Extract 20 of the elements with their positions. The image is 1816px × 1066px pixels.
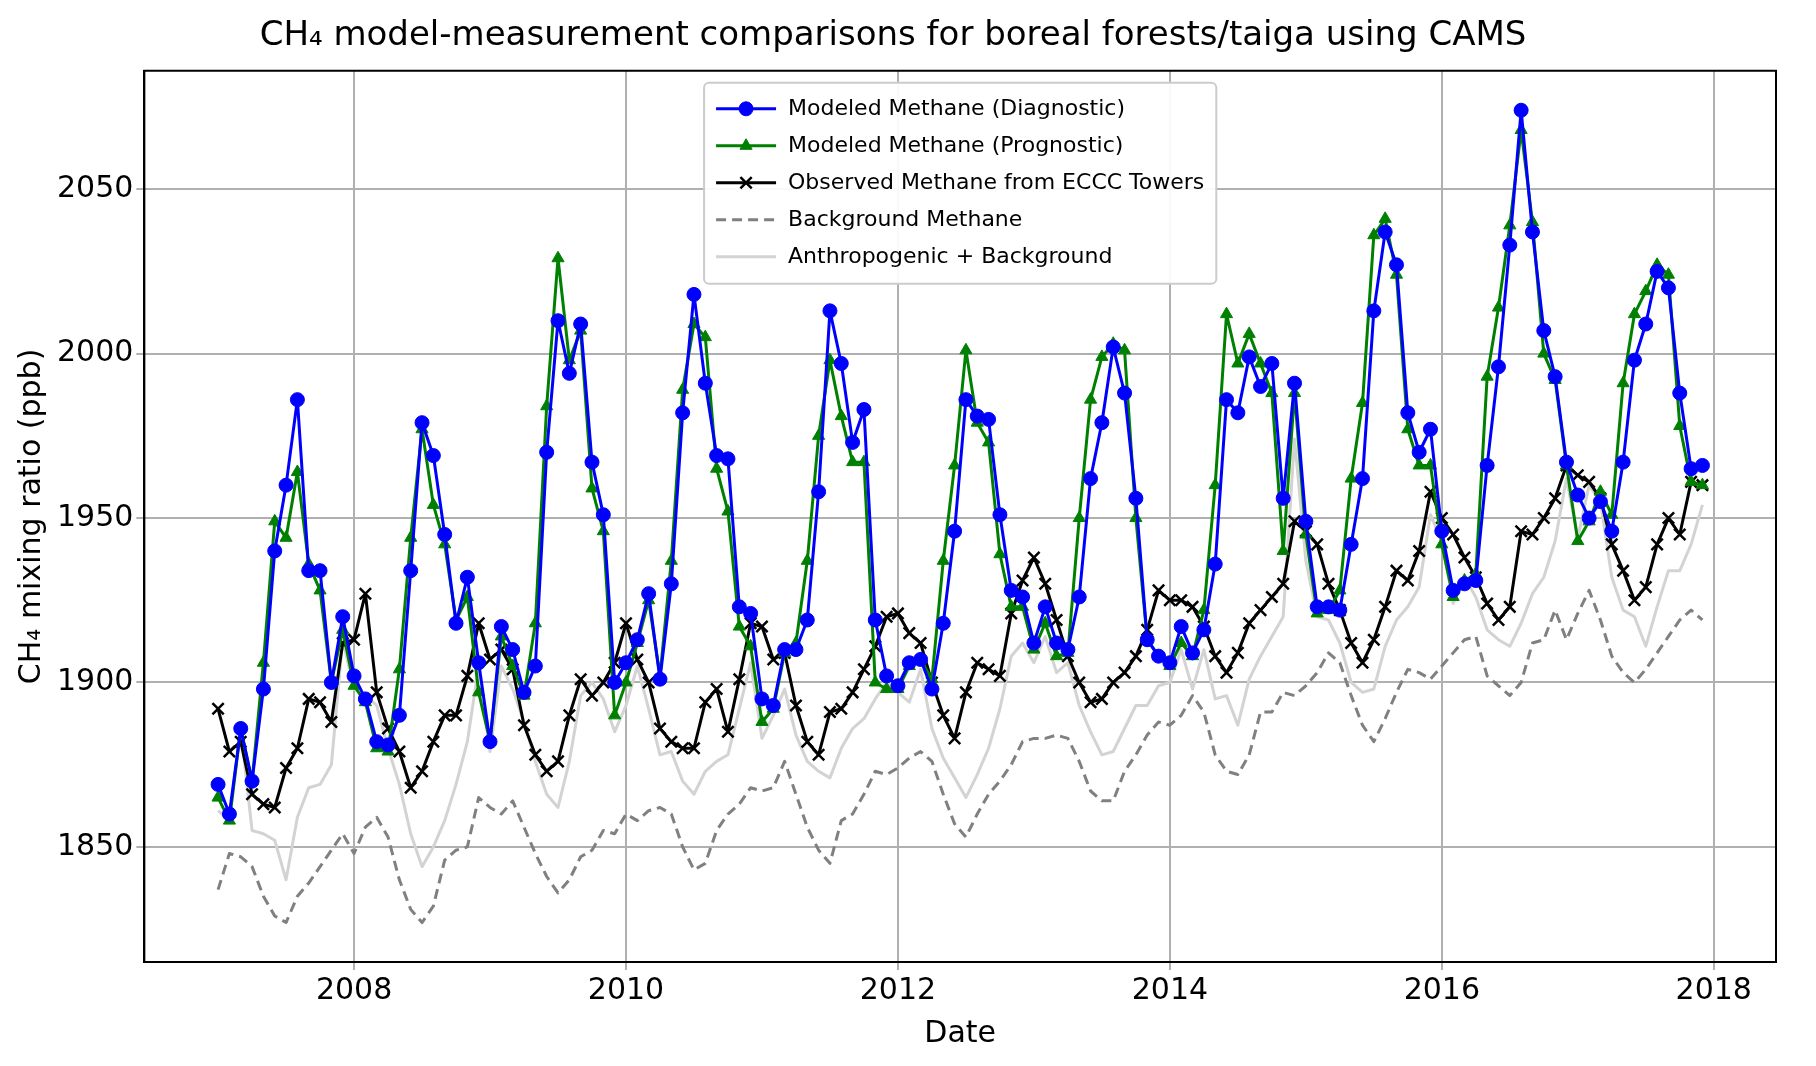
x-axis-title: Date	[924, 1013, 997, 1049]
x-tick-label: 2016	[1403, 970, 1480, 1006]
legend-label: Background Methane	[788, 205, 1023, 231]
y-tick-label: 1900	[56, 662, 134, 698]
legend-label: Anthropogenic + Background	[788, 242, 1113, 268]
y-tick-label: 1950	[56, 497, 134, 533]
x-tick-label: 2012	[859, 970, 937, 1006]
legend-label: Modeled Methane (Diagnostic)	[788, 94, 1126, 120]
chart-title: CH₄ model-measurement comparisons for boreal forests/taiga using CAMS	[259, 13, 1527, 54]
line-series	[216, 588, 1704, 925]
y-tick-label: 1850	[56, 826, 134, 862]
x-tick-label: 2008	[315, 970, 393, 1006]
legend-label: Modeled Methane (Prognostic)	[788, 131, 1124, 157]
y-tick-label: 2050	[56, 168, 134, 204]
x-tick-label: 2014	[1131, 970, 1209, 1006]
y-axis-title: CH₄ mixing ratio (ppb)	[11, 348, 47, 685]
x-tick-label: 2010	[587, 970, 665, 1006]
legend-label: Observed Methane from ECCC Towers	[788, 168, 1205, 194]
x-tick-label: 2018	[1675, 970, 1752, 1006]
y-tick-label: 2000	[56, 333, 134, 369]
